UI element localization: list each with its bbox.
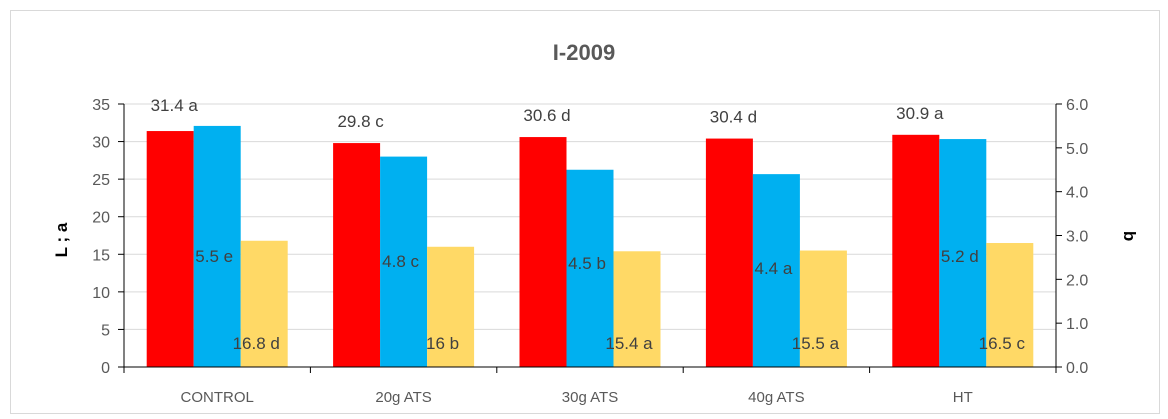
left-tick-label: 10: [92, 285, 110, 302]
bar: [939, 139, 987, 367]
left-tick-label: 25: [92, 172, 110, 189]
data-label: 30.4 d: [710, 108, 757, 127]
category-label: 30g ATS: [562, 389, 618, 406]
bar: [380, 156, 428, 367]
left-axis-ticks: 0 5 10 15 20 25 30 35: [92, 97, 110, 377]
data-label: 4.4 a: [754, 259, 792, 278]
data-label: 4.5 b: [568, 254, 606, 273]
bar: [613, 251, 661, 367]
right-tick-label: 1.0: [1066, 316, 1088, 333]
data-label: 16.5 c: [979, 334, 1026, 353]
bar: [427, 246, 475, 367]
chart-title: I-2009: [553, 40, 615, 65]
right-tick-label: 0.0: [1066, 360, 1088, 377]
right-tick-label: 3.0: [1066, 229, 1088, 246]
data-label: 15.4 a: [605, 334, 653, 353]
left-tick-label: 35: [92, 97, 110, 114]
bar: [892, 134, 940, 367]
data-label: 4.8 c: [382, 252, 419, 271]
bar: [986, 243, 1034, 367]
right-tick-label: 5.0: [1066, 141, 1088, 158]
data-label: 5.5 e: [195, 247, 233, 266]
bar: [705, 138, 753, 367]
category-label: 40g ATS: [748, 389, 804, 406]
data-label: 31.4 a: [151, 96, 199, 115]
data-label: 29.8 c: [337, 112, 384, 131]
bar: [799, 250, 847, 367]
bar: [240, 240, 288, 367]
right-tick-label: 2.0: [1066, 272, 1088, 289]
bar: [193, 125, 241, 368]
left-tick-label: 0: [101, 360, 110, 377]
y-axis-label-right: b: [1120, 231, 1139, 241]
bar: [333, 143, 381, 367]
category-labels: CONTROL 20g ATS 30g ATS 40g ATS HT: [181, 389, 973, 406]
bar: [566, 169, 614, 367]
right-tick-label: 4.0: [1066, 185, 1088, 202]
axes: [118, 103, 1062, 373]
data-label: 30.9 a: [896, 104, 944, 123]
right-tick-label: 6.0: [1066, 97, 1088, 114]
category-label: HT: [953, 389, 973, 406]
bar: [146, 131, 194, 367]
data-label: 5.2 d: [941, 247, 979, 266]
data-label: 15.5 a: [792, 334, 840, 353]
right-axis-ticks: 0.0 1.0 2.0 3.0 4.0 5.0 6.0: [1066, 97, 1088, 377]
category-label: CONTROL: [181, 389, 254, 406]
data-label: 16.8 d: [233, 334, 280, 353]
left-tick-label: 30: [92, 135, 110, 152]
bar: [519, 137, 567, 367]
left-tick-label: 20: [92, 210, 110, 227]
data-label: 30.6 d: [523, 106, 570, 125]
data-labels: 31.4 a 5.5 e 16.8 d 29.8 c 4.8 c 16 b 30.6 d 4.…: [151, 96, 1026, 353]
left-tick-label: 5: [101, 322, 110, 339]
category-label: 20g ATS: [375, 389, 431, 406]
bar: [752, 174, 800, 367]
left-tick-label: 15: [92, 247, 110, 264]
bars: [146, 125, 1034, 368]
y-axis-label-left: L ; a: [52, 222, 71, 257]
data-label: 16 b: [426, 334, 459, 353]
